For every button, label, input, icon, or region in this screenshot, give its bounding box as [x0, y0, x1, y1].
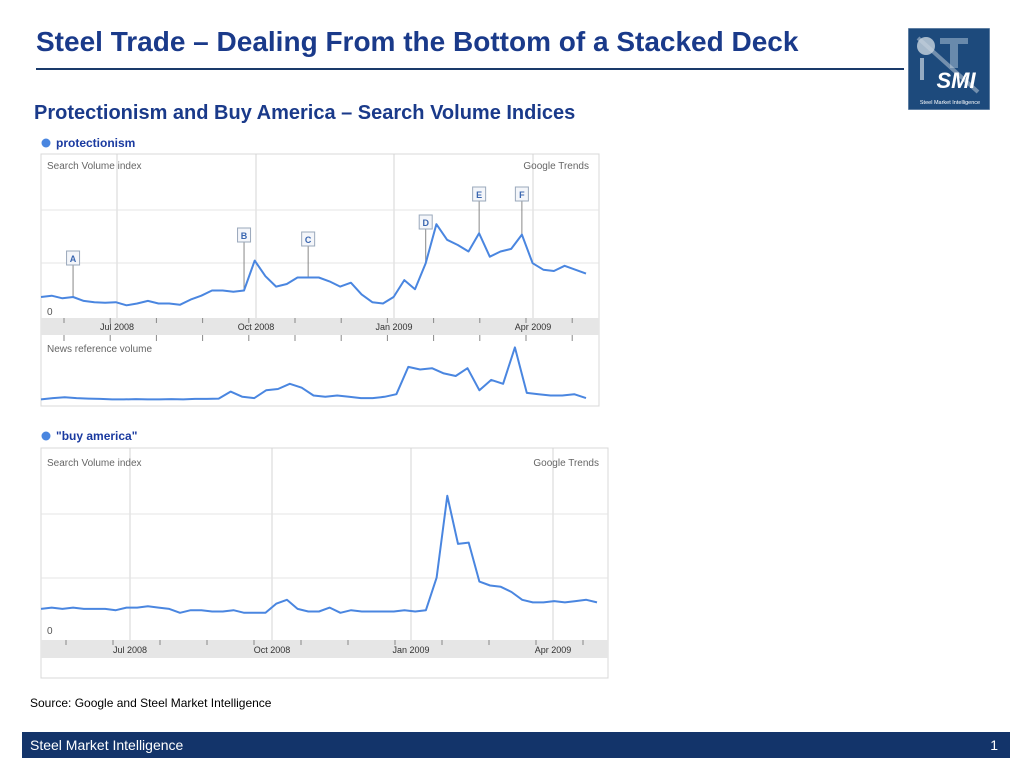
event-marker: A	[66, 250, 81, 297]
x-tick-label: Apr 2009	[515, 322, 552, 332]
event-marker: E	[472, 186, 487, 234]
slide-title: Steel Trade – Dealing From the Bottom of…	[36, 26, 799, 57]
protectionism-x-tick-marks	[63, 318, 573, 341]
protectionism-google-trends-label: Google Trends	[523, 161, 589, 172]
buy-america-google-trends-label: Google Trends	[533, 458, 599, 469]
protectionism-month-gridlines	[116, 154, 534, 318]
news-reference-volume-label: News reference volume	[47, 344, 152, 355]
protectionism-legend-dot	[41, 138, 51, 148]
x-tick-label: Jul 2008	[113, 645, 147, 655]
event-marker-letter: C	[305, 235, 312, 245]
event-marker: B	[237, 227, 252, 291]
x-tick-label: Jan 2009	[392, 645, 429, 655]
x-tick-label: Jul 2008	[100, 322, 134, 332]
logo-tagline: Steel Market Intelligence	[920, 100, 980, 106]
x-tick-label: Jan 2009	[375, 322, 412, 332]
event-marker: C	[301, 231, 316, 278]
buy-america-legend-label: "buy america"	[56, 429, 137, 443]
smi-logo: SMI Steel Market Intelligence	[908, 28, 990, 110]
slide-subtitle: Protectionism and Buy America – Search V…	[34, 102, 576, 124]
buy-america-chart: "buy america" Search Volume index Google…	[40, 429, 609, 679]
event-marker-letter: A	[70, 254, 77, 264]
x-tick-label: Oct 2008	[254, 645, 291, 655]
event-marker-letter: F	[519, 190, 525, 200]
protectionism-event-markers: A B C D E F	[66, 186, 529, 297]
buy-america-legend-dot	[41, 431, 51, 441]
buy-america-search-series-line	[40, 494, 598, 614]
source-note: Source: Google and Steel Market Intellig…	[30, 696, 272, 710]
news-reference-series-line	[40, 346, 587, 401]
protectionism-legend-label: protectionism	[56, 136, 135, 150]
title-underline	[36, 68, 904, 70]
protectionism-search-series-line	[40, 223, 587, 307]
x-tick-label: Apr 2009	[535, 645, 572, 655]
footer-bar: Steel Market Intelligence 1	[22, 732, 1010, 758]
protectionism-search-volume-label: Search Volume index	[47, 161, 142, 172]
event-marker-letter: E	[476, 190, 482, 200]
event-marker-letter: D	[422, 218, 429, 228]
protectionism-zero-label: 0	[47, 307, 53, 318]
event-marker: D	[418, 214, 433, 264]
page-number: 1	[990, 737, 998, 753]
protectionism-value-gridlines	[41, 209, 599, 264]
buy-america-x-tick-marks	[65, 640, 584, 645]
buy-america-zero-label: 0	[47, 626, 53, 637]
event-marker-letter: B	[241, 231, 248, 241]
x-tick-label: Oct 2008	[238, 322, 275, 332]
event-marker: F	[514, 186, 529, 235]
buy-america-value-gridlines	[41, 513, 608, 579]
logo-text: SMI	[936, 68, 976, 93]
protectionism-chart: protectionism Search Volume index Google…	[40, 136, 600, 407]
buy-america-search-volume-label: Search Volume index	[47, 458, 142, 469]
footer-company-name: Steel Market Intelligence	[30, 737, 184, 753]
